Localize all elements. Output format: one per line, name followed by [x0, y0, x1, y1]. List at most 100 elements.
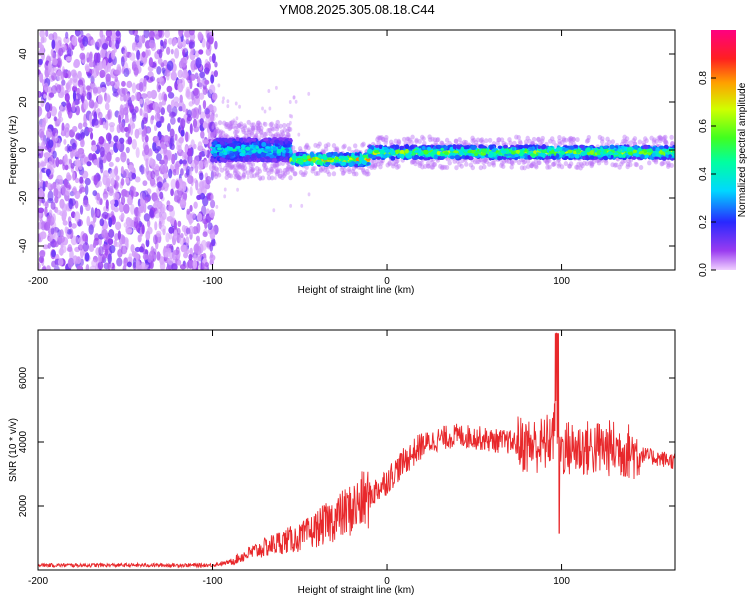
heatmap-cell — [144, 196, 149, 204]
heatmap-cell — [99, 198, 103, 206]
heatmap-cell — [163, 154, 169, 166]
heatmap-cell — [160, 107, 165, 116]
heatmap-cell — [185, 236, 190, 247]
heatmap-cell — [556, 163, 562, 169]
heatmap-cell — [645, 154, 649, 158]
heatmap-cell — [122, 168, 130, 179]
heatmap-cell — [235, 116, 239, 121]
heatmap-cell — [154, 221, 158, 231]
heatmap-cell — [148, 30, 155, 40]
heatmap-cell — [294, 99, 298, 104]
heatmap-cell — [306, 145, 311, 151]
heatmap-cell — [136, 59, 141, 67]
heatmap-cell — [204, 262, 210, 268]
heatmap-cell — [143, 144, 150, 156]
heatmap-cell — [69, 249, 74, 261]
heatmap-cell — [125, 131, 130, 138]
heatmap-cell — [624, 136, 630, 142]
heatmap-cell — [136, 261, 142, 270]
heatmap-cell — [430, 136, 435, 142]
heatmap-cell — [200, 130, 205, 139]
heatmap-cell — [156, 66, 162, 75]
heatmap-cell — [468, 162, 474, 168]
heatmap-cell — [134, 34, 140, 43]
heatmap-cell — [75, 133, 80, 140]
heatmap-cell — [298, 161, 304, 165]
heatmap-cell — [603, 145, 608, 149]
heatmap-cell — [213, 140, 218, 146]
heatmap-cell — [141, 266, 147, 270]
heatmap-cell — [262, 166, 268, 172]
heatmap-cell — [249, 173, 254, 179]
heatmap-cell — [91, 259, 97, 268]
heatmap-cell — [155, 230, 162, 238]
heatmap-cell — [152, 196, 160, 204]
heatmap-cell — [93, 175, 98, 186]
heatmap-cell — [82, 35, 89, 47]
heatmap-cell — [198, 79, 204, 90]
heatmap-cell — [202, 139, 209, 145]
heatmap-cell — [189, 247, 193, 255]
heatmap-cell — [361, 160, 367, 165]
heatmap-cell — [217, 130, 223, 136]
heatmap-cell — [189, 204, 193, 213]
heatmap-cell — [204, 79, 209, 85]
heatmap-cell — [194, 72, 199, 80]
heatmap-cell — [113, 199, 119, 208]
heatmap-cell — [187, 175, 194, 185]
heatmap-cell — [40, 161, 47, 167]
heatmap-cell — [138, 205, 145, 214]
heatmap-cell — [192, 259, 198, 269]
heatmap-cell — [138, 35, 143, 43]
heatmap-cell — [198, 92, 205, 100]
heatmap-cell — [255, 129, 260, 135]
heatmap-cell — [235, 173, 240, 179]
heatmap-cell — [214, 61, 218, 68]
heatmap-cell — [197, 251, 202, 261]
heatmap-cell — [198, 49, 204, 55]
heatmap-cell — [156, 153, 163, 162]
heatmap-cell — [229, 122, 233, 127]
heatmap-cell — [171, 263, 178, 270]
heatmap-cell — [259, 132, 264, 138]
heatmap-cell — [180, 129, 185, 137]
heatmap-cell — [327, 171, 332, 177]
heatmap-cell — [131, 250, 137, 258]
heatmap-cell — [108, 121, 116, 128]
heatmap-cell — [575, 137, 580, 143]
heatmap-cell — [156, 181, 163, 188]
heatmap-cell — [284, 167, 289, 173]
heatmap-cell — [43, 82, 49, 93]
heatmap-cell — [210, 170, 214, 181]
heatmap-cell — [58, 235, 66, 243]
heatmap-cell — [79, 52, 86, 60]
heatmap-cell — [79, 186, 86, 193]
heatmap-cell — [74, 158, 81, 167]
heatmap-cell — [149, 157, 154, 166]
heatmap-cell — [123, 68, 130, 78]
heatmap-cell — [144, 135, 149, 143]
heatmap-cell — [123, 203, 130, 214]
heatmap-cell — [224, 167, 230, 173]
heatmap-cell — [103, 222, 108, 230]
heatmap-cell — [637, 139, 643, 145]
heatmap-cell — [63, 138, 67, 145]
heatmap-cell — [48, 139, 54, 148]
heatmap-cell — [55, 36, 62, 45]
heatmap-cell — [241, 173, 247, 179]
heatmap-cell — [68, 198, 74, 210]
heatmap-cell — [425, 163, 431, 169]
heatmap-cell — [193, 126, 200, 133]
heatmap-cell — [214, 40, 218, 50]
heatmap-cell — [43, 93, 47, 99]
heatmap-cell — [170, 178, 177, 190]
heatmap-cell — [239, 157, 244, 162]
heatmap-cell — [173, 219, 177, 230]
heatmap-cell — [128, 171, 134, 182]
heatmap-cell — [162, 172, 169, 180]
heatmap-cell — [126, 261, 132, 268]
heatmap-cell — [105, 36, 112, 42]
heatmap-cell — [182, 49, 186, 57]
heatmap-cell — [246, 132, 252, 138]
heatmap-cell — [99, 117, 103, 126]
